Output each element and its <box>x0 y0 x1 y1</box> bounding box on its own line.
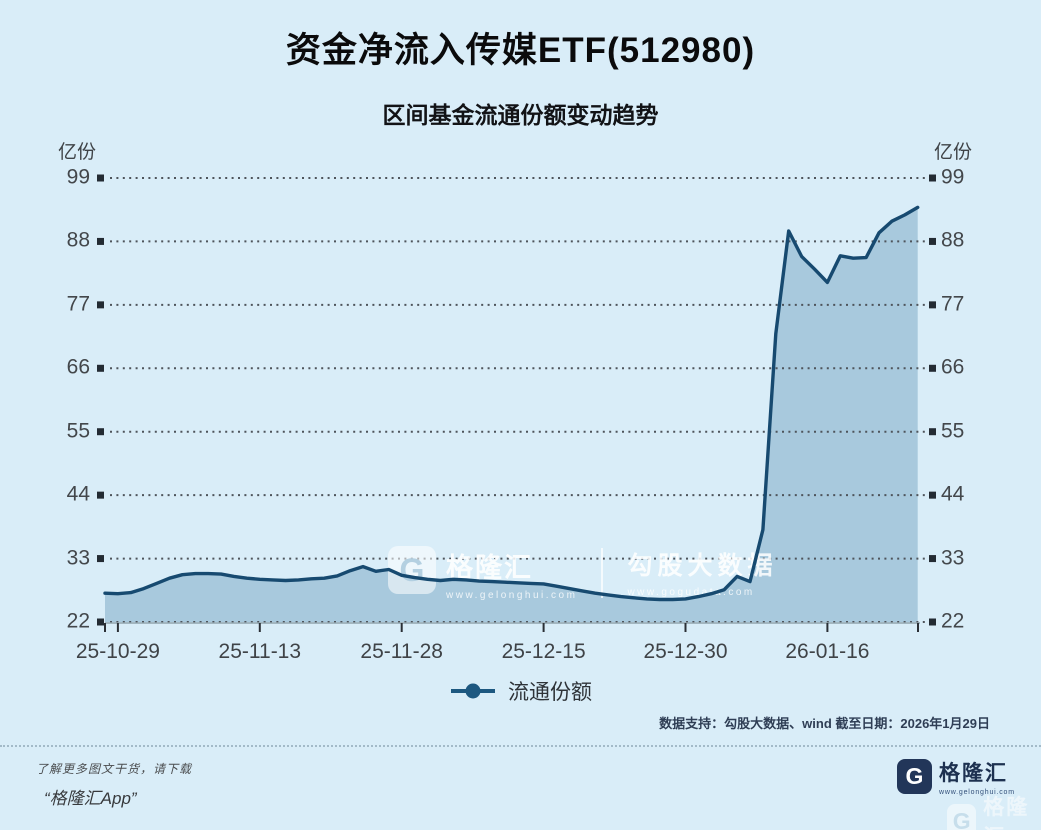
gelonghui-logo: G 格隆汇 www.gelonghui.com <box>897 757 1015 796</box>
page-title: 资金净流入传媒ETF(512980) <box>285 31 756 70</box>
watermark-partner-url: www.gogudata.com <box>627 587 755 598</box>
footer-divider <box>0 745 1041 747</box>
y-tick-label-right: 99 <box>941 165 965 189</box>
x-tick-label: 25-12-30 <box>643 640 728 663</box>
x-tick-label: 25-11-28 <box>360 640 443 663</box>
y-tick-label-left: 88 <box>66 228 90 252</box>
app-promo: 了解更多图文干货，请下载 “格隆汇App” <box>36 760 192 809</box>
y-tick-label-right: 44 <box>941 482 965 506</box>
watermark-brand-url: www.gelonghui.com <box>446 590 578 601</box>
marker-left <box>97 237 104 245</box>
gelonghui-logo-watermark-text: 格隆汇 <box>983 796 1030 830</box>
x-tick-label: 25-11-13 <box>218 640 302 663</box>
legend-label: 流通份额 <box>508 681 592 704</box>
data-source-note: 数据支持：勾股大数据、wind 截至日期：2026年1月29日 <box>659 716 990 731</box>
gelonghui-watermark-icon: G <box>388 546 436 594</box>
marker-left <box>97 618 104 626</box>
y-tick-label-right: 55 <box>941 419 965 443</box>
x-tick-label: 25-12-15 <box>501 640 586 663</box>
y-tick-label-right: 77 <box>941 292 965 316</box>
watermark: G 格隆汇 www.gelonghui.com 勾股大数据 www.goguda… <box>388 546 777 601</box>
gelonghui-logo-url: www.gelonghui.com <box>939 789 1015 796</box>
y-axis-unit-right: 亿份 <box>934 142 973 163</box>
y-tick-label-right: 33 <box>941 546 965 570</box>
y-tick-label-right: 22 <box>941 609 965 633</box>
y-tick-label-left: 77 <box>66 292 90 316</box>
promo-app-name: “格隆汇App” <box>44 789 137 808</box>
marker-right <box>929 428 936 436</box>
y-tick-label-left: 55 <box>66 419 90 443</box>
marker-left <box>97 364 104 372</box>
marker-left <box>97 555 104 563</box>
marker-right <box>929 174 936 182</box>
x-tick-label: 26-01-16 <box>785 640 870 663</box>
marker-right <box>929 364 936 372</box>
marker-right <box>929 555 936 563</box>
marker-right <box>929 618 936 626</box>
marker-left <box>97 428 104 436</box>
y-tick-label-right: 88 <box>941 228 965 252</box>
gelonghui-logo-icon: G <box>897 759 932 794</box>
series-line <box>103 205 920 602</box>
marker-left <box>97 491 104 499</box>
y-tick-label-left: 99 <box>66 165 90 189</box>
marker-left <box>97 301 104 309</box>
marker-right <box>929 301 936 309</box>
gelonghui-logo-text: 格隆汇 <box>939 762 1008 785</box>
y-tick-label-left: 22 <box>66 609 90 633</box>
watermark-divider <box>601 548 604 598</box>
gelonghui-logo-watermark: G 格隆汇 <box>947 791 1041 830</box>
y-tick-label-left: 66 <box>66 355 90 379</box>
y-axis-unit-left: 亿份 <box>58 142 97 163</box>
y-tick-label-left: 33 <box>66 546 90 570</box>
chart-subtitle: 区间基金流通份额变动趋势 <box>382 102 659 128</box>
legend: 流通份额 <box>0 676 1041 706</box>
x-tick-label: 25-10-29 <box>75 640 160 663</box>
y-tick-label-right: 66 <box>941 355 965 379</box>
legend-marker-icon <box>451 683 495 699</box>
marker-left <box>97 174 104 182</box>
y-tick-label-left: 44 <box>66 482 90 506</box>
marker-right <box>929 237 936 245</box>
marker-right <box>929 491 936 499</box>
gelonghui-logo-watermark-icon: G <box>947 803 977 830</box>
promo-text: 了解更多图文干货，请下载 <box>36 762 193 776</box>
watermark-brand: 格隆汇 <box>446 553 533 583</box>
watermark-partner: 勾股大数据 <box>627 552 778 580</box>
